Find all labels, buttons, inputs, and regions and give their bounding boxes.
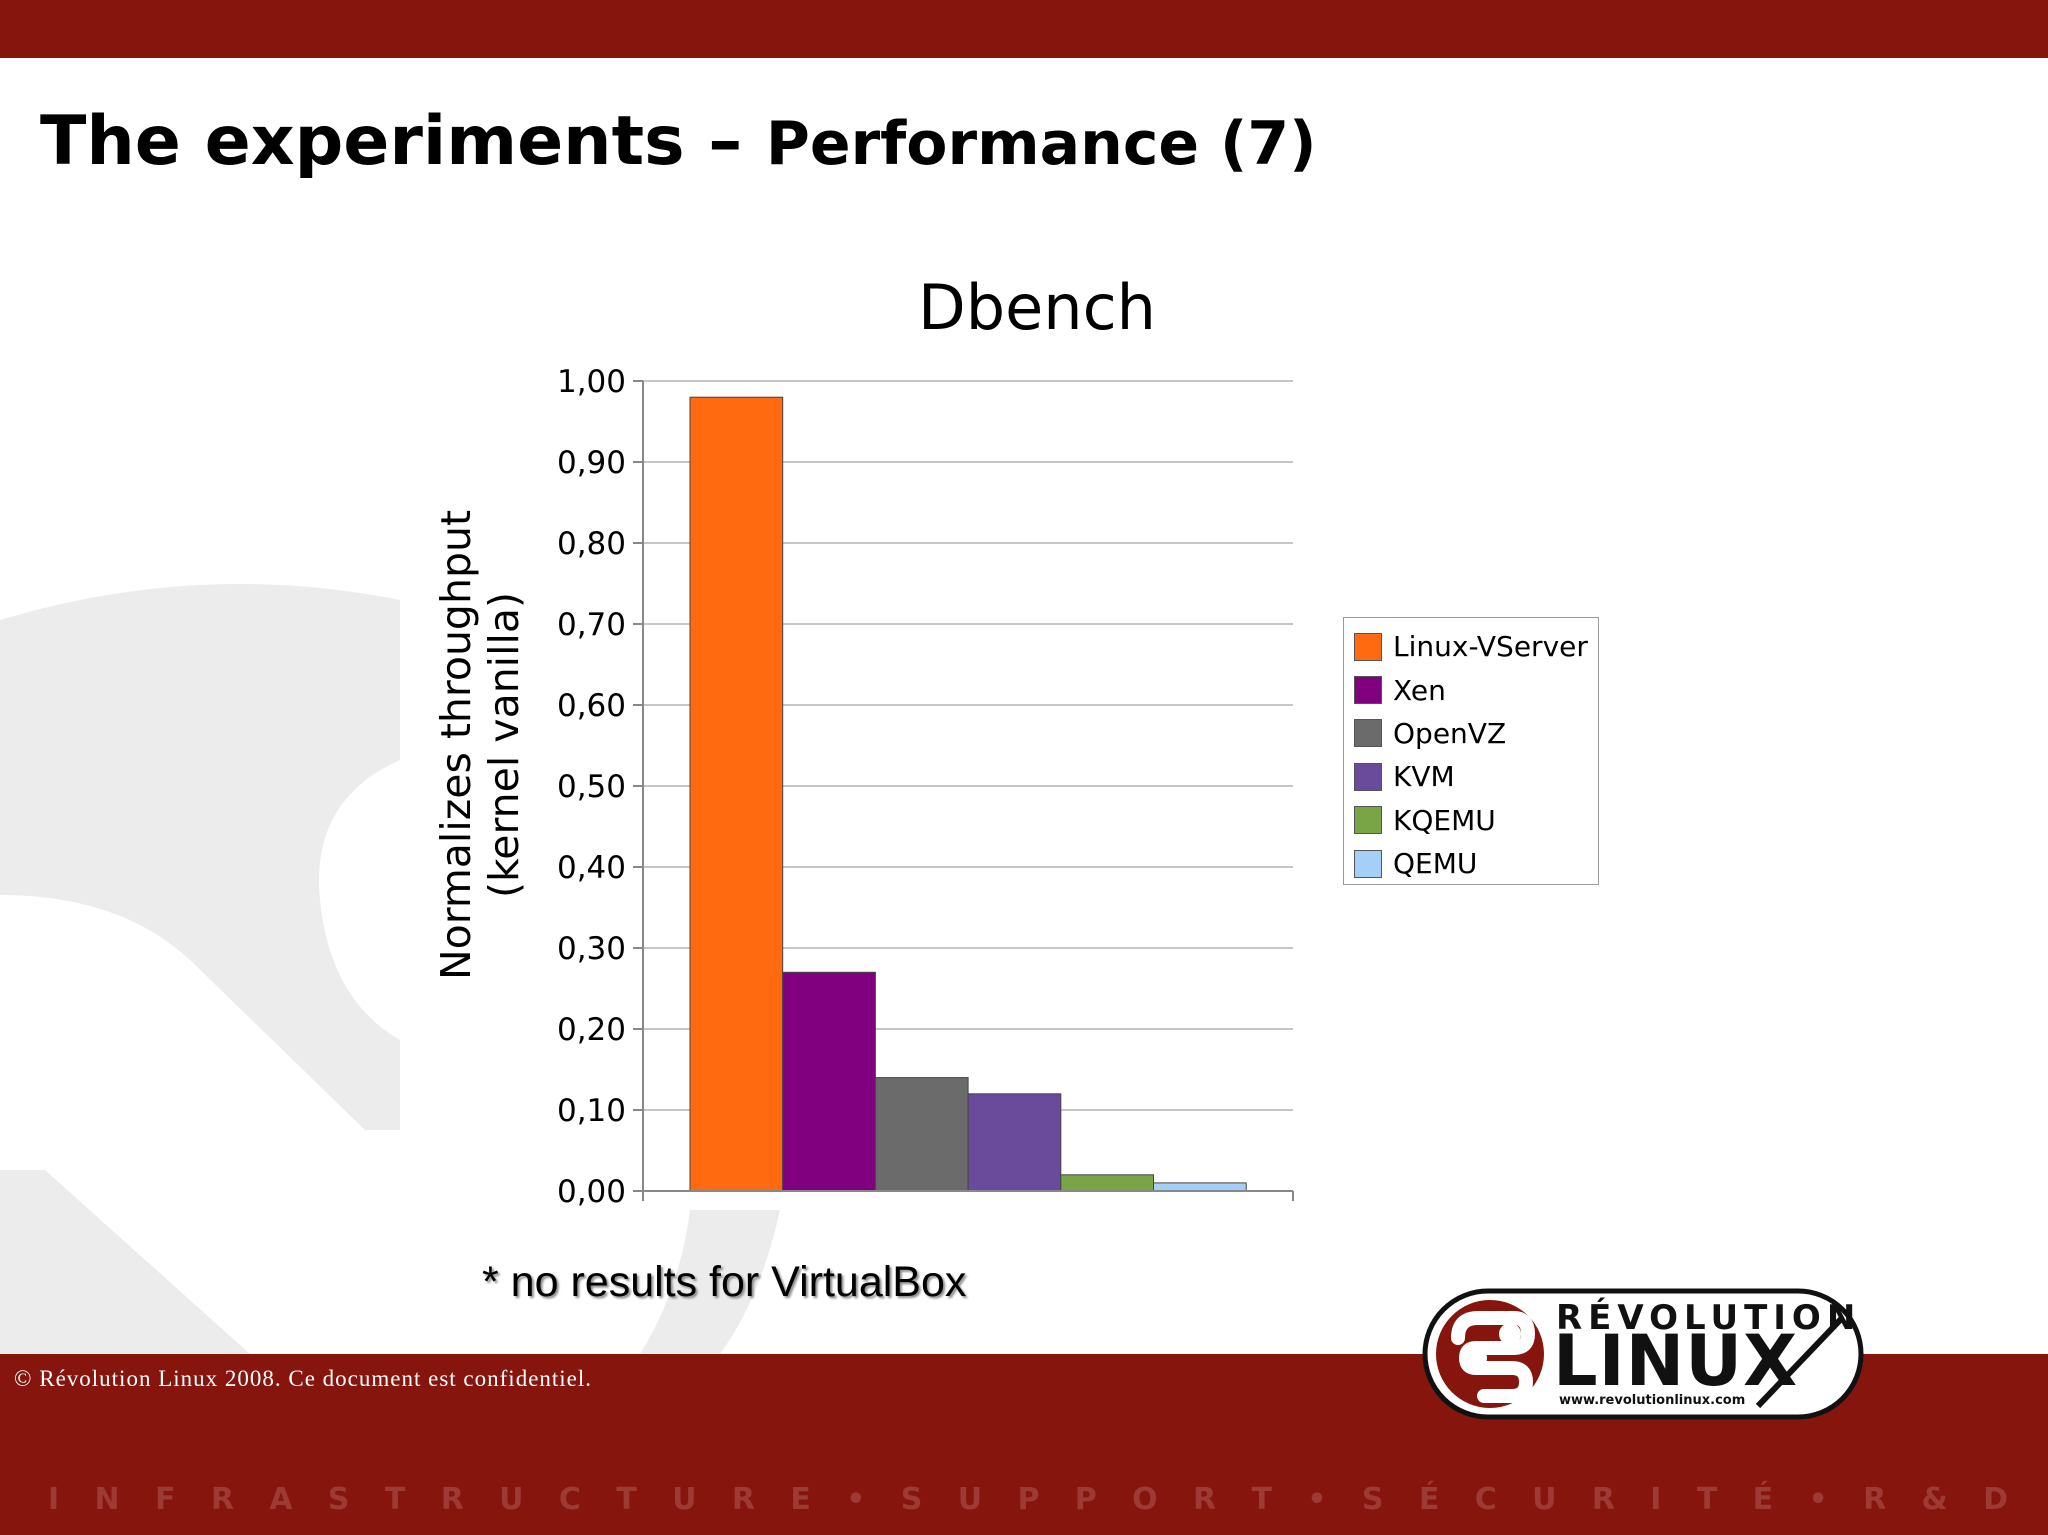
bar-xen — [782, 971, 876, 1192]
tagline-letter: U — [1532, 1482, 1557, 1517]
tagline-letter: O — [1132, 1482, 1158, 1517]
top-banner — [0, 0, 2048, 58]
tagline-letter: C — [1474, 1482, 1497, 1517]
tagline-letter: F — [155, 1482, 176, 1517]
chart-title: Dbench — [918, 271, 1156, 344]
logo-text-main: LINUX — [1553, 1320, 1799, 1402]
copyright-notice: © Révolution Linux 2008. Ce document est… — [14, 1366, 593, 1391]
y-axis-ticks: 0,00 0,10 0,20 0,30 0,40 0,50 0,60 0,70 0,80 0,90… — [557, 364, 643, 1210]
y-tick-label: 0,30 — [557, 931, 626, 967]
slide-title: The experiments – Performance (7) — [40, 108, 1317, 176]
bar-kvm — [967, 1093, 1062, 1192]
legend-swatch — [1354, 676, 1382, 705]
y-axis-label-line-2: (kernel vanilla) — [480, 592, 528, 898]
bar-linux-vserver — [689, 396, 784, 1192]
legend-label: KQEMU — [1393, 803, 1496, 837]
tagline-letter: R — [1591, 1482, 1615, 1517]
y-axis-label: Normalizes throughput (kernel vanilla) — [432, 510, 528, 980]
slide-title-main: The experiments – — [40, 102, 766, 181]
legend-swatch — [1354, 762, 1382, 791]
y-axis-label-line-1: Normalizes throughput — [432, 510, 480, 980]
y-tick-label: 1,00 — [557, 364, 626, 400]
legend-label: Linux-VServer — [1393, 630, 1588, 664]
logo-text-top: RÉVOLUTION — [1556, 1298, 1862, 1338]
tagline-letter: A — [269, 1482, 293, 1517]
tagline-letter: • — [846, 1482, 866, 1517]
legend-item: Linux-VServer — [1344, 625, 1598, 668]
y-tick-label: 0,20 — [557, 1012, 626, 1048]
legend-item: OpenVZ — [1344, 712, 1598, 755]
legend-label: QEMU — [1393, 847, 1478, 881]
tagline-letter: R — [1193, 1482, 1217, 1517]
tagline-letter: T — [1696, 1482, 1718, 1517]
tagline-letter: S — [327, 1482, 350, 1517]
legend-item: Xen — [1344, 668, 1598, 711]
bar-qemu — [1153, 1182, 1247, 1192]
legend-item: QEMU — [1344, 842, 1598, 885]
tagline-letter: S — [900, 1482, 923, 1517]
legend-swatch — [1354, 849, 1382, 878]
tagline-letter: I — [48, 1482, 60, 1517]
tagline-letter: T — [1251, 1482, 1272, 1517]
revolution-linux-logo: RÉVOLUTION LINUX www.revolutionlinux.com — [1422, 1288, 1864, 1420]
tagline-letter: U — [672, 1482, 697, 1517]
bar-kqemu — [1060, 1174, 1155, 1192]
tagline-letter: É — [1418, 1482, 1440, 1517]
tagline-letter: R — [731, 1482, 755, 1517]
logo-url: www.revolutionlinux.com — [1559, 1393, 1746, 1408]
y-tick-label: 0,50 — [557, 769, 626, 805]
tagline-letter: É — [1752, 1482, 1774, 1517]
legend-swatch — [1354, 719, 1382, 748]
tagline-letter: T — [616, 1482, 637, 1517]
tagline-letter: R — [440, 1482, 464, 1517]
y-tick-label: 0,40 — [557, 850, 626, 886]
tagline-letter: E — [790, 1482, 811, 1517]
legend-item: KVM — [1344, 755, 1598, 798]
tagline-letter: T — [384, 1482, 406, 1517]
footnote: * no results for VirtualBox — [482, 1258, 967, 1306]
tagline-letter: C — [558, 1482, 581, 1517]
tagline-letter: R — [1863, 1482, 1887, 1517]
tagline-letter: • — [1307, 1482, 1327, 1517]
footer-tagline: I N F R A S T R U C T U R E • S U P P O R T • S É C U R I T É • R & D — [48, 1482, 2008, 1517]
y-tick-label: 0,80 — [557, 526, 626, 562]
legend-item: KQEMU — [1344, 799, 1598, 842]
legend-swatch — [1354, 806, 1382, 835]
y-tick-label: 0,90 — [557, 445, 626, 481]
tagline-letter: U — [957, 1482, 983, 1517]
y-tick-label: 0,10 — [557, 1093, 626, 1129]
legend-label: Xen — [1393, 673, 1446, 707]
legend-label: KVM — [1393, 760, 1455, 794]
y-tick-label: 0,00 — [557, 1174, 626, 1210]
y-tick-label: 0,70 — [557, 607, 626, 643]
tagline-letter: R — [210, 1482, 234, 1517]
logo-badge-icon — [1422, 1288, 1864, 1420]
tagline-letter: P — [1074, 1482, 1097, 1517]
legend-label: OpenVZ — [1393, 716, 1507, 750]
slide-title-sub: Performance (7) — [765, 109, 1317, 179]
tagline-letter: P — [1017, 1482, 1040, 1517]
tagline-letter: • — [1808, 1482, 1828, 1517]
tagline-letter: U — [499, 1482, 524, 1517]
tagline-letter: I — [1650, 1482, 1662, 1517]
tagline-letter: N — [94, 1482, 120, 1517]
tagline-letter: & — [1921, 1482, 1948, 1517]
y-tick-label: 0,60 — [557, 688, 626, 724]
chart-legend: Linux-VServer Xen OpenVZ KVM KQEMU QEMU — [1343, 617, 1599, 885]
tagline-letter: S — [1361, 1482, 1384, 1517]
bar-openvz — [874, 1077, 969, 1192]
bars — [689, 396, 1247, 1192]
legend-swatch — [1354, 632, 1382, 661]
tagline-letter: D — [1983, 1482, 2008, 1517]
